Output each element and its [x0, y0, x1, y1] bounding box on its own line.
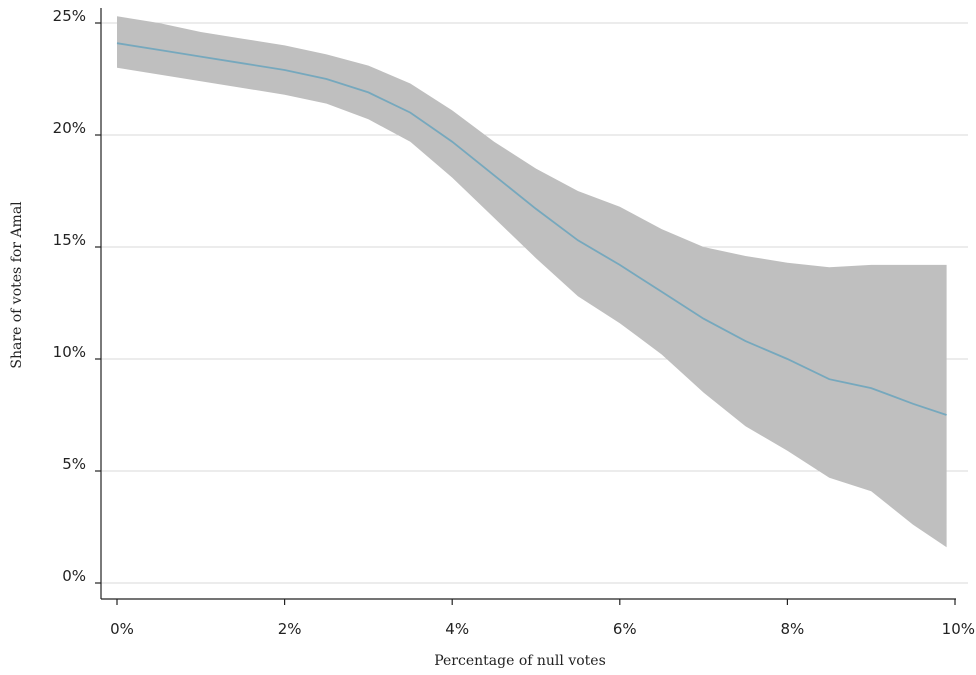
tick-labels: 0% 5% 10% 15% 20% 25% 0% 2% 4% 6% 8% 10%	[53, 7, 975, 638]
x-tick-label: 6%	[613, 620, 637, 638]
y-tick-label: 25%	[53, 7, 86, 25]
y-axis-title: Share of votes for Amal	[9, 201, 25, 369]
confidence-band	[117, 16, 947, 548]
grid-lines	[101, 22, 968, 584]
fitted-line	[116, 42, 947, 416]
x-tick-label: 0%	[110, 620, 134, 638]
confidence-band-layer	[117, 16, 947, 548]
x-axis-title: Percentage of null votes	[434, 653, 606, 669]
x-tick-label: 4%	[445, 620, 469, 638]
x-tick-label: 10%	[942, 620, 975, 638]
y-tick-label: 0%	[62, 567, 86, 585]
y-tick-label: 5%	[62, 455, 86, 473]
trend-line-layer	[116, 42, 947, 416]
y-tick-label: 20%	[53, 119, 86, 137]
x-tick-label: 2%	[278, 620, 302, 638]
y-tick-label: 10%	[53, 343, 86, 361]
axes	[95, 8, 956, 605]
x-tick-label: 8%	[781, 620, 805, 638]
y-tick-label: 15%	[53, 231, 86, 249]
